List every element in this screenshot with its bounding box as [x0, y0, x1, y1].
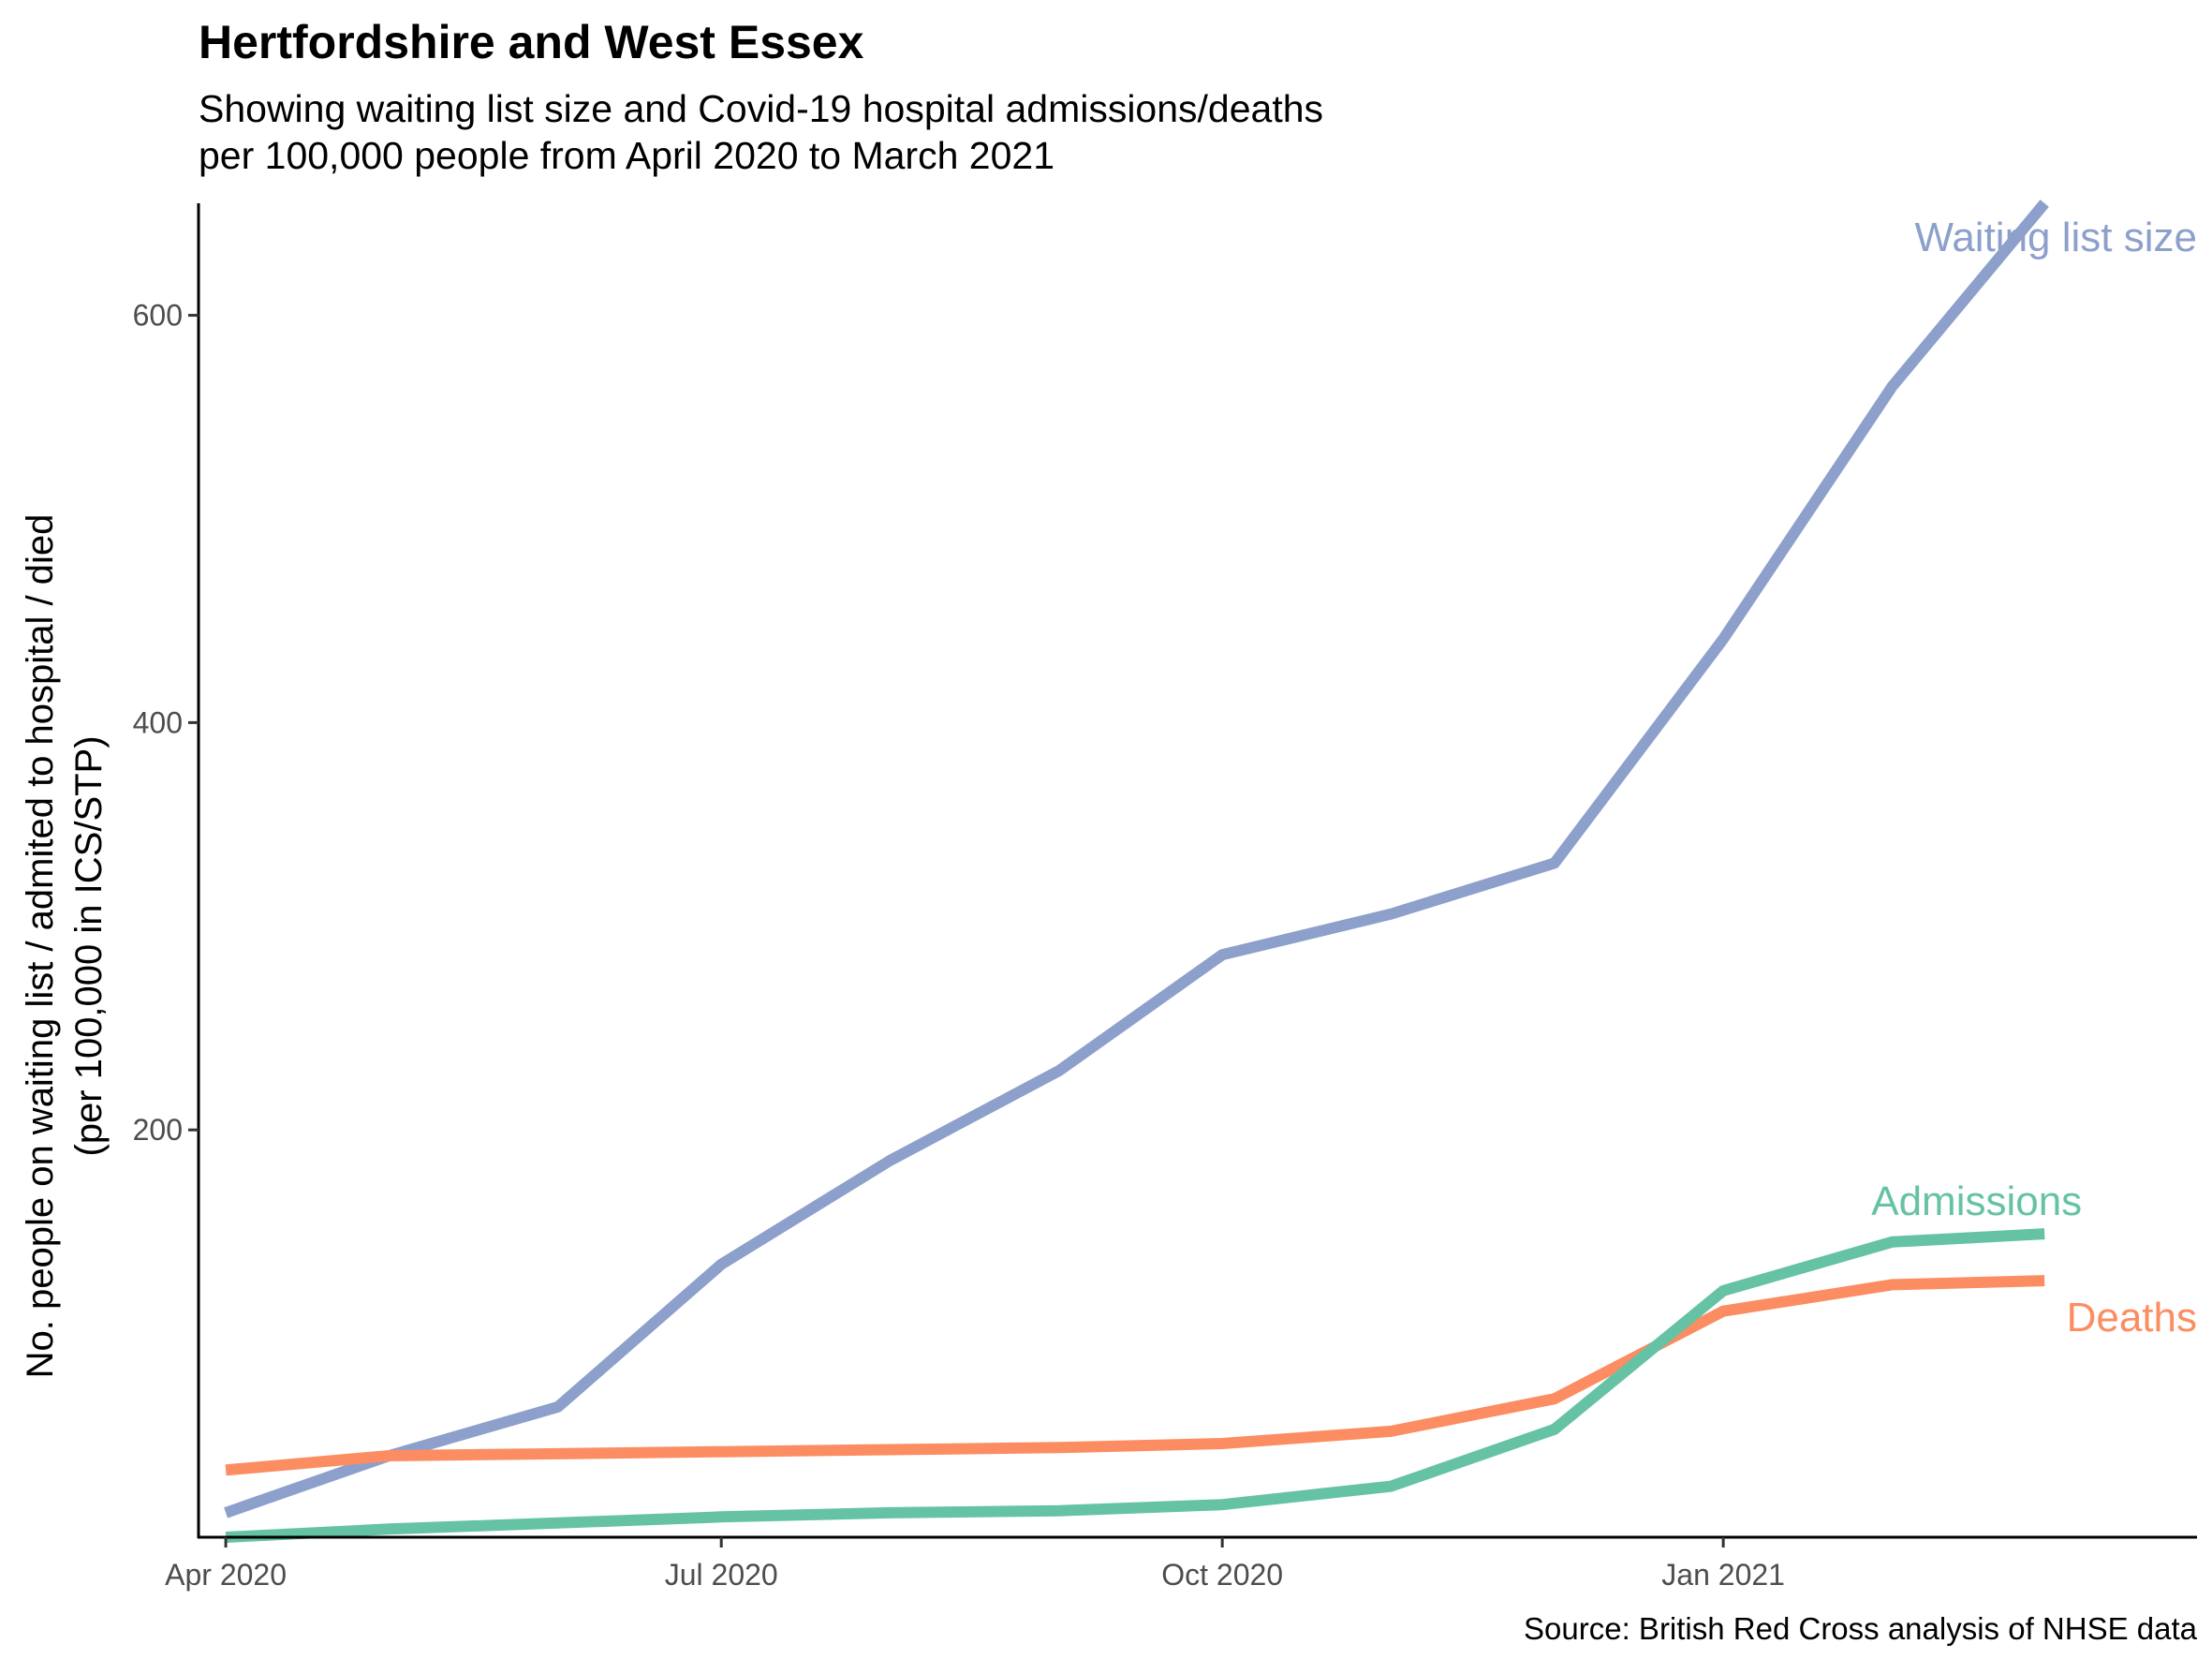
- chart-title: Hertfordshire and West Essex: [199, 16, 864, 68]
- y-axis-ticks: 200 400 600: [133, 299, 199, 1147]
- plot-area: Waiting list size Admissions Deaths: [224, 200, 2197, 1543]
- y-axis-label-line-1: No. people on waiting list / admited to …: [20, 514, 61, 1379]
- chart-subtitle-line-2: per 100,000 people from April 2020 to Ma…: [199, 134, 1054, 177]
- series-label-waiting-list-size: Waiting list size: [1914, 215, 2197, 260]
- y-tick-label: 400: [133, 705, 183, 739]
- series-label-deaths: Deaths: [2067, 1295, 2197, 1341]
- chart-subtitle-line-1: Showing waiting list size and Covid-19 h…: [199, 87, 1323, 130]
- series-line-waiting-list-size: [224, 200, 2049, 1518]
- y-axis-label-line-2: (per 100,000 in ICS/STP): [68, 735, 110, 1156]
- series-line-deaths: [225, 1275, 2045, 1476]
- y-tick-label: 600: [133, 299, 183, 333]
- source-caption: Source: British Red Cross analysis of NH…: [1524, 1611, 2198, 1646]
- x-axis-ticks: Apr 2020 Jul 2020 Oct 2020 Jan 2021: [165, 1537, 1785, 1592]
- x-tick-label: Jul 2020: [665, 1558, 778, 1592]
- y-tick-label: 200: [133, 1113, 183, 1147]
- x-tick-label: Jan 2021: [1661, 1558, 1785, 1592]
- x-tick-label: Apr 2020: [165, 1558, 287, 1592]
- x-tick-label: Oct 2020: [1161, 1558, 1283, 1592]
- series-label-admissions: Admissions: [1871, 1178, 2082, 1224]
- series-line-admissions: [225, 1228, 2045, 1543]
